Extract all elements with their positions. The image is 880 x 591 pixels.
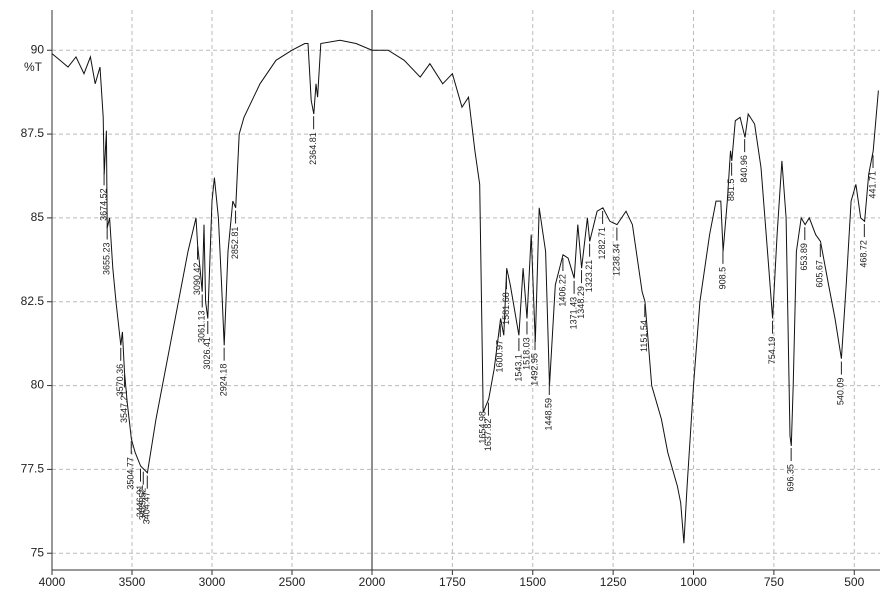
peak-label: 441.71 xyxy=(867,171,877,199)
x-tick-label: 750 xyxy=(764,575,784,589)
x-tick-label: 3500 xyxy=(119,575,146,589)
peak-label: 1492.95 xyxy=(529,353,539,386)
peak-label: 3446.91 xyxy=(135,485,145,518)
peak-label: 1581.68 xyxy=(501,292,511,325)
y-tick-label: 77.5 xyxy=(21,462,45,476)
spectrum-line xyxy=(51,39,879,544)
y-axis-label: %T xyxy=(24,60,43,74)
peak-label: 3026.41 xyxy=(202,337,212,370)
peak-label: 468.72 xyxy=(859,240,869,268)
x-tick-label: 1500 xyxy=(519,575,546,589)
peak-label: 605.67 xyxy=(815,260,825,288)
y-tick-label: 80 xyxy=(31,378,45,392)
peak-label: 1371.43 xyxy=(568,297,578,330)
y-tick-label: 75 xyxy=(31,545,45,559)
peak-label: 3061.13 xyxy=(197,310,207,343)
peak-label: 696.35 xyxy=(786,464,796,492)
peak-label: 908.5 xyxy=(717,267,727,290)
peak-label: 1600.97 xyxy=(495,340,505,373)
peak-label: 1238.34 xyxy=(611,244,621,277)
peak-label: 3655.23 xyxy=(102,242,112,275)
peak-label: 1282.71 xyxy=(597,227,607,260)
peak-label: 1518.03 xyxy=(521,337,531,370)
y-tick-label: 90 xyxy=(31,42,45,56)
peak-label: 881.5 xyxy=(726,179,736,202)
peak-label: 3429.52 xyxy=(138,488,148,521)
peak-label: 2364.81 xyxy=(308,132,318,165)
peak-label: 2924.18 xyxy=(219,364,229,397)
peak-label: 3570.36 xyxy=(115,364,125,397)
peak-label: 3504.77 xyxy=(126,457,136,490)
peak-label: 1151.54 xyxy=(639,320,649,352)
y-tick-label: 85 xyxy=(31,210,45,224)
peak-label: 1323.21 xyxy=(584,260,594,293)
x-tick-label: 1250 xyxy=(600,575,627,589)
peak-label: 3547.21 xyxy=(119,391,129,424)
peak-label: 1654.98 xyxy=(477,411,487,444)
peak-label: 3674.52 xyxy=(98,188,108,221)
peak-label: 1406.22 xyxy=(557,274,567,307)
peak-label: 540.09 xyxy=(836,378,846,406)
y-tick-label: 87.5 xyxy=(21,126,45,140)
peak-label: 653.89 xyxy=(799,243,809,271)
y-tick-label: 82.5 xyxy=(21,294,45,308)
x-tick-label: 2500 xyxy=(279,575,306,589)
peak-label: 754.19 xyxy=(767,337,777,365)
peak-label: 1448.59 xyxy=(544,398,554,431)
peak-label: 2852.81 xyxy=(230,227,240,260)
peak-label: 1637.82 xyxy=(483,419,493,452)
peak-label: 1348.29 xyxy=(576,286,586,319)
peak-label: 1543.1 xyxy=(513,354,523,382)
x-tick-label: 500 xyxy=(844,575,864,589)
x-tick-label: 3000 xyxy=(199,575,226,589)
x-tick-label: 2000 xyxy=(359,575,386,589)
peak-label: 840.96 xyxy=(739,155,749,183)
x-tick-label: 1000 xyxy=(680,575,707,589)
x-tick-label: 1750 xyxy=(439,575,466,589)
peak-label: 3090.42 xyxy=(192,263,202,296)
peak-label: 3404.47 xyxy=(142,492,152,525)
x-tick-label: 4000 xyxy=(39,575,66,589)
